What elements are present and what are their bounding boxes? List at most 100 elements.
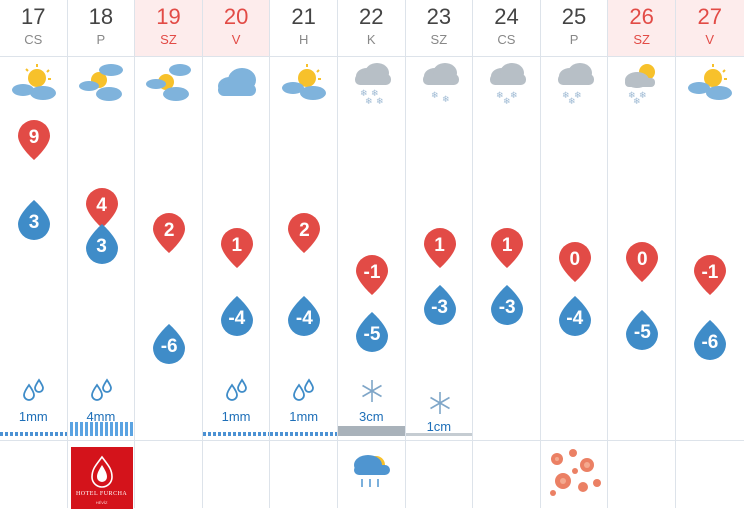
- day-weekday: P: [569, 32, 579, 47]
- precip-amount: 1mm: [221, 409, 251, 424]
- day-date: 22: [359, 4, 384, 29]
- max-temp: 1: [434, 235, 445, 256]
- day-weekday: V: [705, 32, 715, 47]
- svg-text:❄: ❄: [562, 91, 570, 101]
- svg-text:❄: ❄: [628, 91, 636, 101]
- min-temp-drop: 3: [14, 198, 54, 242]
- sun-clouds-icon: [146, 64, 192, 101]
- snow-cloud-icon: ❄ ❄❄: [557, 63, 594, 104]
- min-temp: -4: [295, 308, 313, 329]
- precip-bar: [67, 422, 135, 436]
- day-date: 19: [156, 4, 181, 29]
- max-temp-pin: 0: [622, 240, 662, 284]
- day-date: 23: [426, 4, 452, 29]
- day-weekday: CS: [497, 32, 516, 47]
- day-weekday: SZ: [430, 32, 448, 47]
- rain-icon: [225, 378, 247, 401]
- min-temp: -3: [431, 297, 449, 318]
- max-temp-pin: 9: [14, 118, 54, 162]
- extra-cell: [608, 440, 675, 509]
- sun-cloud-icon: [282, 64, 327, 100]
- precipitation: 1mm: [0, 375, 67, 439]
- min-temp-drop: -3: [420, 283, 460, 327]
- snowflake-icon: [362, 380, 382, 402]
- max-temp-pin: 1: [420, 226, 460, 270]
- max-temp: 0: [569, 249, 581, 270]
- day-column-23[interactable]: 23 SZ ❄ ❄ 1 -3 1cm: [405, 0, 474, 509]
- svg-text:❄: ❄: [431, 91, 439, 101]
- min-temp: -5: [363, 324, 381, 345]
- precipitation: 4mm: [67, 375, 135, 439]
- svg-text:❄: ❄: [371, 89, 379, 99]
- min-temp: -4: [566, 308, 584, 329]
- svg-text:❄: ❄: [376, 97, 384, 104]
- max-temp-pin: 1: [487, 226, 527, 270]
- extra-cell: [0, 440, 67, 509]
- day-header: 21 H: [270, 0, 337, 57]
- extra-cell: [540, 440, 608, 509]
- svg-text:❄: ❄: [574, 91, 582, 101]
- day-header: 17 CS: [0, 0, 67, 57]
- flame-logo-icon: [90, 455, 113, 488]
- min-temp-drop: 3: [82, 222, 122, 266]
- max-temp-pin: -1: [690, 253, 730, 297]
- svg-text:❄: ❄: [360, 89, 368, 99]
- day-date: 17: [21, 4, 46, 29]
- extra-cell: [405, 440, 473, 509]
- extra-cell: [473, 440, 540, 509]
- day-weekday: K: [366, 32, 376, 47]
- min-temp: -4: [228, 308, 246, 329]
- svg-text:❄: ❄: [365, 97, 373, 104]
- min-temp: -5: [633, 322, 651, 343]
- max-temp: 4: [96, 195, 107, 216]
- day-column-22[interactable]: 22 K ❄ ❄ ❄ ❄ -1 -5 3cm: [337, 0, 406, 509]
- day-column-25[interactable]: 25 P ❄ ❄ ❄ 0 -4: [540, 0, 609, 509]
- precip-bar: [0, 432, 67, 436]
- day-column-17[interactable]: 17 CS 9 3 1mm: [0, 0, 68, 508]
- day-weekday: H: [298, 32, 309, 47]
- max-temp-pin: -1: [352, 253, 392, 297]
- precip-amount: 1mm: [18, 409, 48, 424]
- sun-clouds-icon: [78, 64, 123, 101]
- precip-amount: 1mm: [289, 409, 319, 424]
- extra-cell: [337, 440, 405, 509]
- snow-sun-cloud-icon: [353, 455, 390, 487]
- min-temp-drop: -5: [352, 310, 392, 354]
- day-column-21[interactable]: 21 H 2 -4 1mm: [270, 0, 338, 508]
- rain-icon: [23, 378, 44, 401]
- min-temp-drop: -3: [487, 283, 527, 327]
- svg-text:❄: ❄: [503, 97, 511, 104]
- day-weekday: P: [96, 32, 106, 47]
- max-temp: 2: [163, 220, 175, 241]
- day-column-26[interactable]: 26 SZ ❄ ❄ ❄ 0 -5: [608, 0, 676, 508]
- flower-pattern-icon[interactable]: [543, 443, 607, 505]
- extra-cell: [202, 440, 270, 509]
- min-temp: -3: [498, 297, 516, 318]
- day-column-19[interactable]: 19 SZ 2 -6: [135, 0, 203, 508]
- day-column-20[interactable]: 20 V 1 -4 1mm: [202, 0, 271, 509]
- day-column-27[interactable]: 27 V -1 -6: [675, 0, 744, 508]
- precip-amount: 4mm: [86, 409, 116, 424]
- day-header: 25 P: [540, 0, 608, 57]
- max-temp-pin: 2: [284, 211, 324, 255]
- snowflake-icon: [429, 392, 450, 414]
- precip-amount: 1cm: [426, 419, 452, 434]
- day-date: 21: [291, 4, 316, 29]
- svg-text:❄: ❄: [639, 91, 647, 101]
- svg-text:❄: ❄: [510, 91, 518, 101]
- hotel-ad-banner[interactable]: HOTEL FURCHA HÉVÍZ: [70, 447, 133, 509]
- cloud-icon: [217, 68, 256, 96]
- max-temp-pin: 1: [217, 226, 257, 270]
- snow-cloud-icon: ❄ ❄: [422, 63, 459, 104]
- day-header: 22 K: [337, 0, 405, 57]
- max-temp: 2: [299, 220, 310, 241]
- precipitation: 1mm: [202, 375, 270, 439]
- precip-amount: 3cm: [358, 409, 384, 424]
- max-temp-pin: 2: [149, 211, 189, 255]
- max-temp: -1: [363, 262, 381, 283]
- day-date: 18: [88, 4, 114, 29]
- day-column-24[interactable]: 24 CS ❄ ❄ ❄ 1 -3: [473, 0, 541, 508]
- day-column-18[interactable]: 18 P 4 3 4mm: [67, 0, 136, 509]
- day-header: 20 V: [202, 0, 270, 57]
